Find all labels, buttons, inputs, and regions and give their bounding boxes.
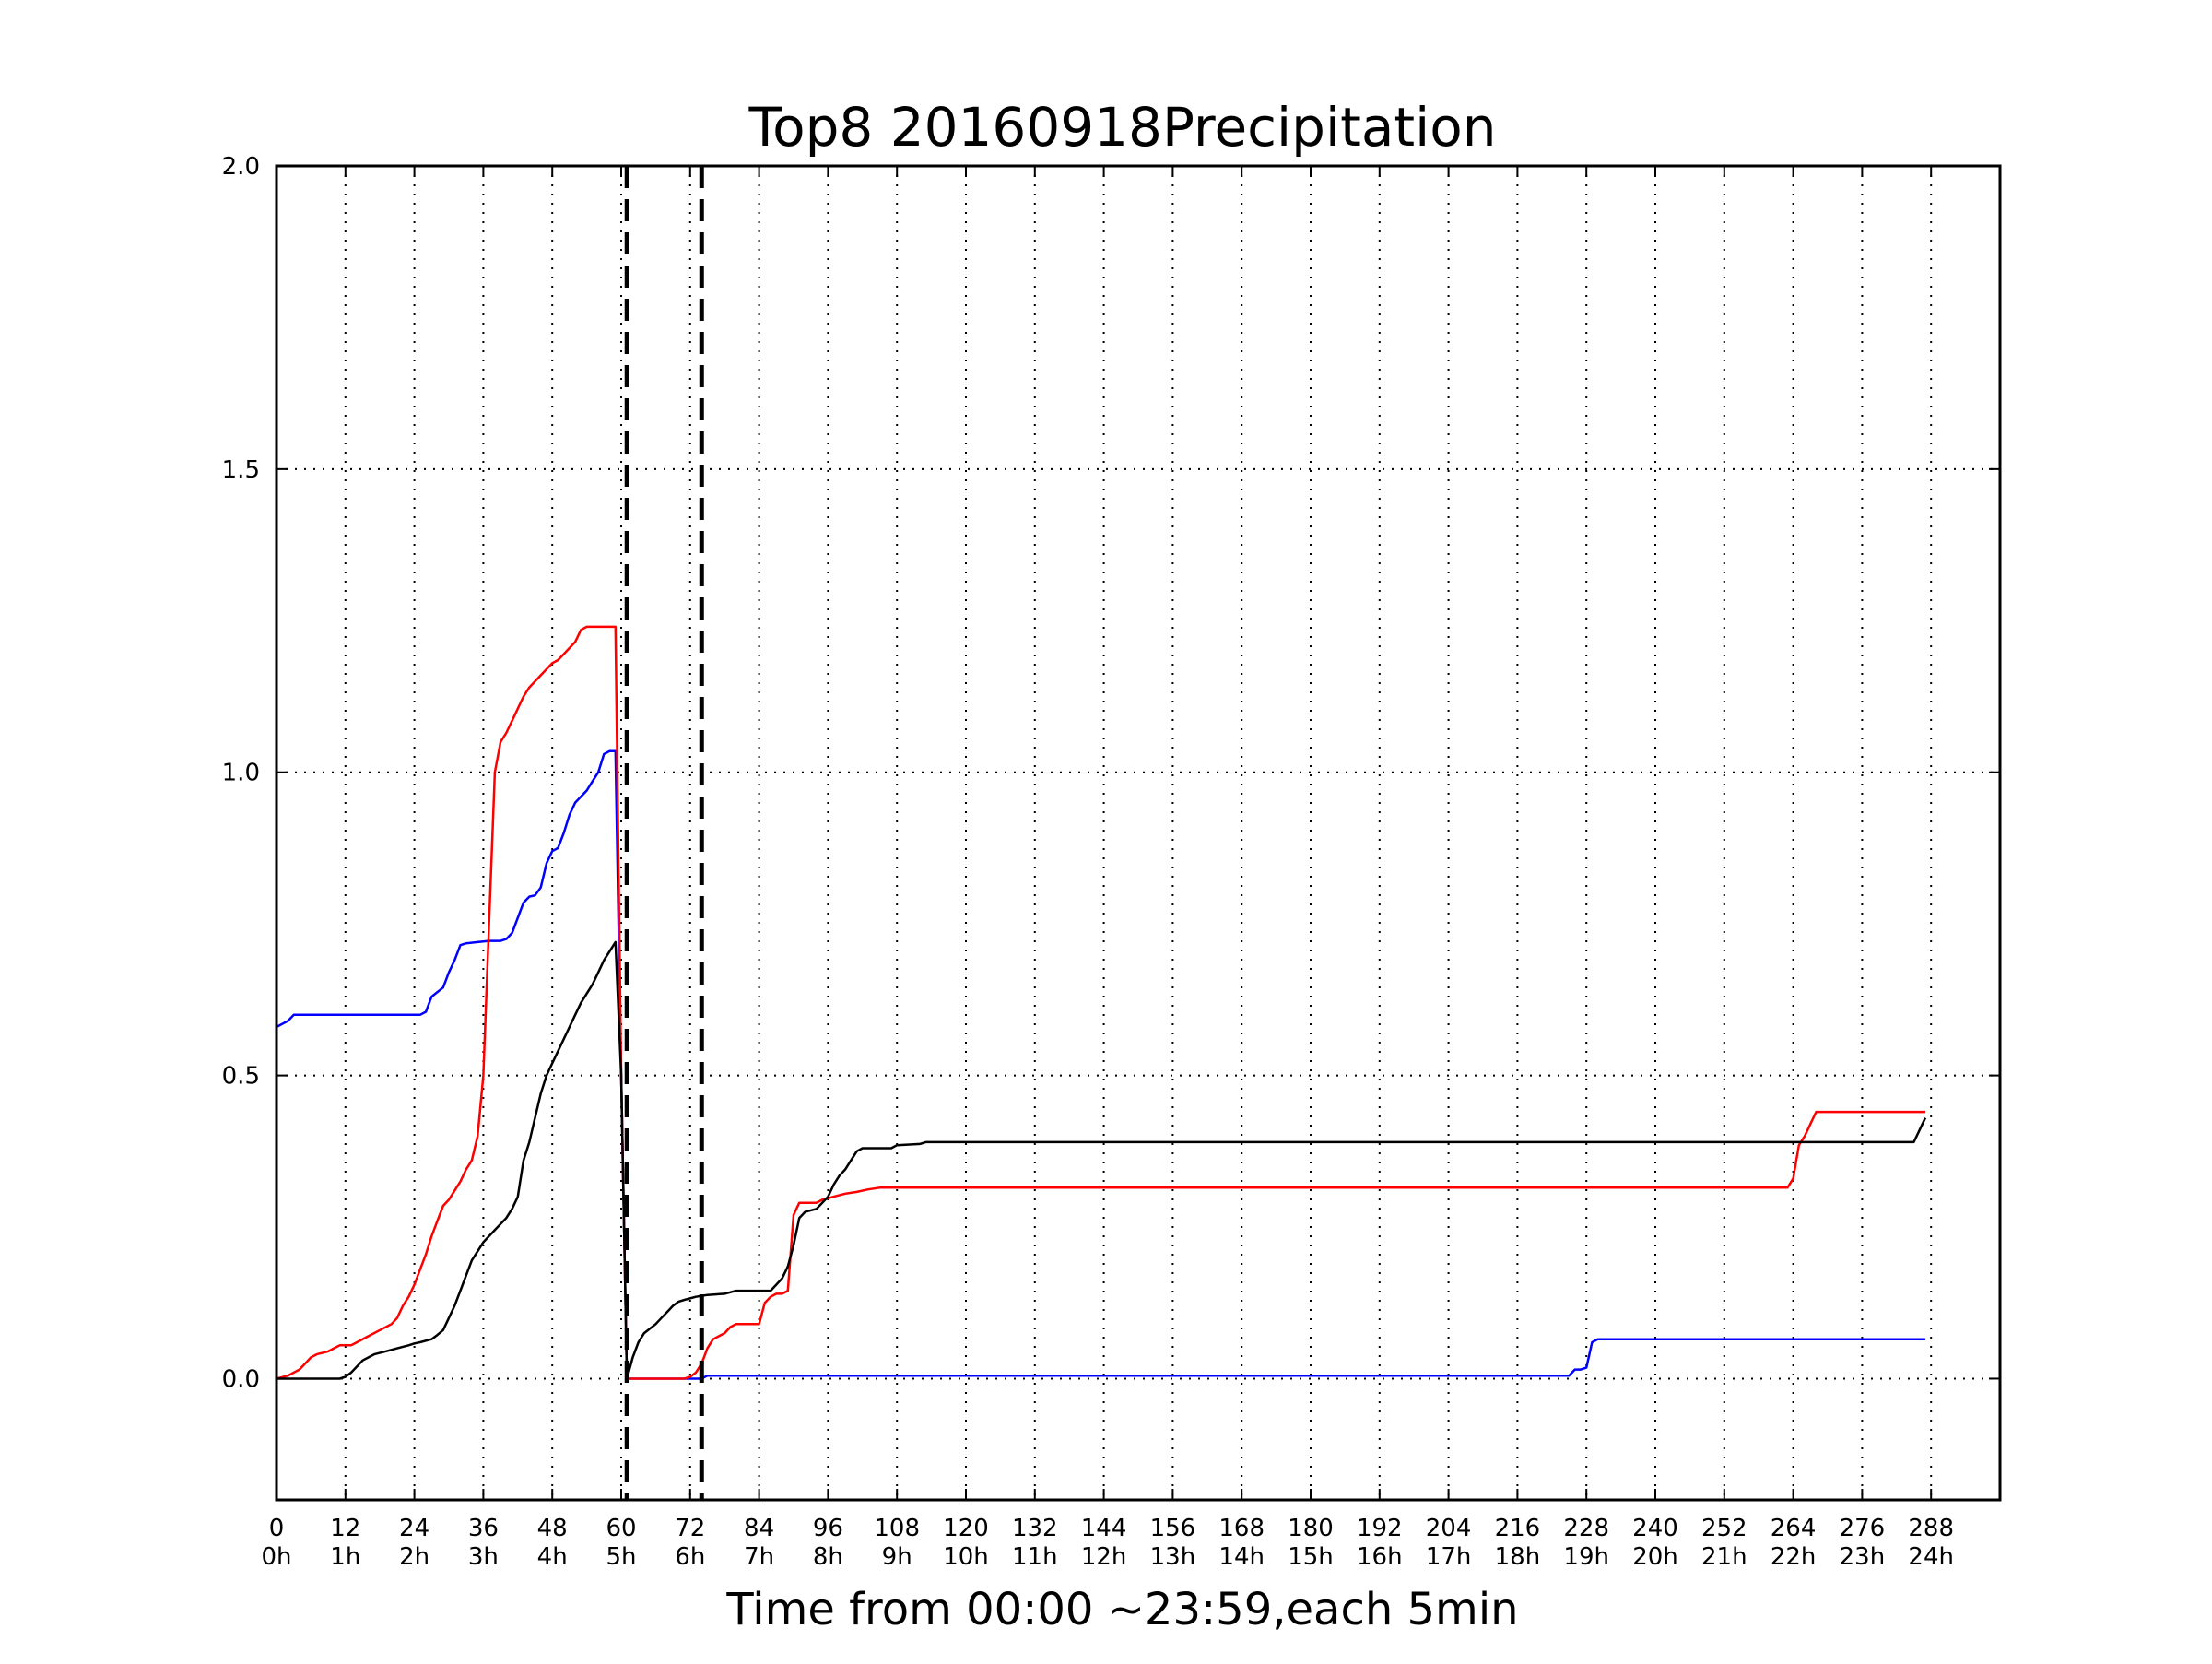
x-tick-label: 132 [1012,1515,1058,1542]
x-tick-sublabel: 14h [1218,1543,1265,1571]
x-tick-sublabel: 10h [943,1543,989,1571]
x-tick-sublabel: 15h [1288,1543,1334,1571]
x-tick-sublabel: 7h [744,1543,774,1571]
x-tick-sublabel: 9h [882,1543,912,1571]
x-tick-sublabel: 21h [1701,1543,1747,1571]
y-tick-label: 0.5 [222,1063,260,1091]
x-tick-label: 180 [1288,1515,1334,1542]
x-tick-sublabel: 12h [1081,1543,1127,1571]
x-tick-label: 60 [606,1515,636,1542]
plot-area-frame [275,164,2002,1502]
x-tick-sublabel: 22h [1771,1543,1817,1571]
y-tick-label: 0.0 [222,1365,260,1393]
x-tick-label: 72 [675,1515,705,1542]
x-tick-label: 288 [1908,1515,1954,1542]
x-tick-sublabel: 4h [537,1543,568,1571]
x-tick-label: 168 [1218,1515,1265,1542]
x-axis-label: Time from 00:00 ~23:59,each 5min [725,1584,1518,1635]
x-tick-sublabel: 6h [675,1543,705,1571]
x-tick-label: 120 [943,1515,989,1542]
x-tick-sublabel: 5h [606,1543,636,1571]
x-tick-label: 12 [330,1515,360,1542]
x-tick-label: 192 [1357,1515,1403,1542]
y-tick-label: 1.5 [222,456,260,484]
x-tick-label: 264 [1771,1515,1817,1542]
x-tick-label: 24 [399,1515,429,1542]
y-tick-label: 1.0 [222,760,260,787]
chart-title: Top8 20160918Precipitation [748,96,1497,159]
x-tick-label: 156 [1150,1515,1196,1542]
x-tick-sublabel: 3h [468,1543,499,1571]
marker-lines [624,166,704,1500]
x-tick-sublabel: 2h [399,1543,429,1571]
x-tick-sublabel: 19h [1563,1543,1609,1571]
x-tick-sublabel: 20h [1632,1543,1678,1571]
x-tick-sublabel: 1h [330,1543,360,1571]
x-tick-label: 96 [813,1515,843,1542]
x-tick-label: 144 [1081,1515,1127,1542]
x-tick-label: 252 [1701,1515,1747,1542]
x-tick-sublabel: 18h [1495,1543,1541,1571]
x-tick-sublabel: 17h [1426,1543,1472,1571]
x-tick-label: 204 [1426,1515,1472,1542]
x-tick-label: 48 [537,1515,568,1542]
data-series [276,625,1927,1380]
x-tick-label: 108 [874,1515,920,1542]
x-tick-label: 36 [468,1515,499,1542]
series-line-2 [276,625,1925,1380]
series-line-1 [276,749,1925,1380]
x-tick-label: 216 [1495,1515,1541,1542]
x-tick-label: 240 [1632,1515,1678,1542]
x-tick-sublabel: 11h [1012,1543,1058,1571]
x-tick-sublabel: 8h [813,1543,843,1571]
x-tick-label: 276 [1840,1515,1886,1542]
x-tick-sublabel: 0h [261,1543,291,1571]
x-tick-label: 0 [269,1515,285,1542]
series-line-3 [276,940,1927,1380]
x-tick-sublabel: 24h [1908,1543,1954,1571]
x-tick-sublabel: 23h [1840,1543,1886,1571]
y-tick-label: 2.0 [222,153,260,181]
grid-lines [276,165,2000,1500]
x-tick-sublabel: 13h [1150,1543,1196,1571]
x-tick-label: 228 [1563,1515,1609,1542]
x-tick-label: 84 [744,1515,774,1542]
x-tick-sublabel: 16h [1357,1543,1403,1571]
